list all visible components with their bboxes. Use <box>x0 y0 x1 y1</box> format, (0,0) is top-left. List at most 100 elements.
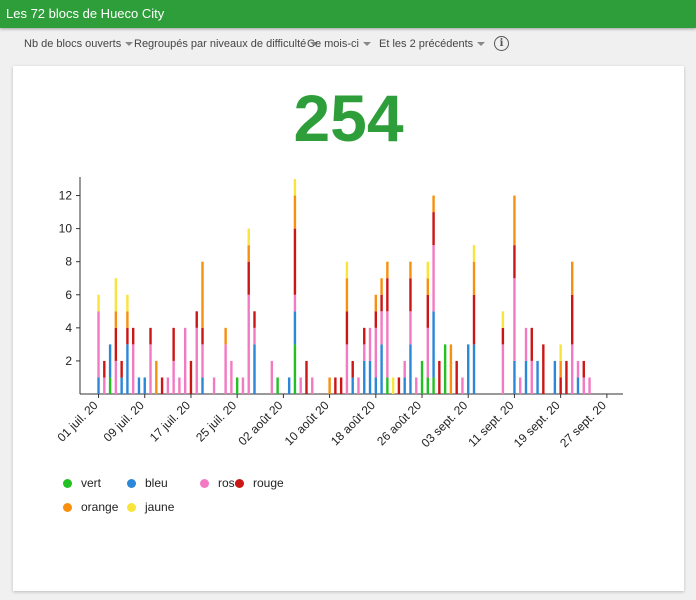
bar-segment-bleu <box>143 377 146 394</box>
bar-segment-rose <box>201 344 204 378</box>
period-dropdown[interactable]: Ce mois-ci <box>307 38 371 50</box>
bar-segment-vert <box>235 377 239 394</box>
bar-segment-rose <box>415 377 418 394</box>
bar-segment-rouge <box>201 327 204 345</box>
bar-segment-rose <box>524 327 528 361</box>
filter-bar: Nb de blocs ouverts Regroupés par niveau… <box>0 30 696 60</box>
metric-dropdown[interactable]: Nb de blocs ouverts <box>24 38 134 50</box>
bar-segment-jaune <box>501 311 505 328</box>
bar-segment-orange <box>126 311 129 328</box>
bar-segment-rose <box>253 327 256 345</box>
bar-segment-rouge <box>455 360 458 394</box>
bar-segment-orange <box>114 311 118 328</box>
bar-segment-rouge <box>559 377 562 394</box>
bar-segment-rose <box>576 360 580 378</box>
bar-segment-rose <box>97 311 100 378</box>
x-tick-label: 02 août 20 <box>235 398 285 448</box>
bar-segment-vert <box>432 377 435 394</box>
bar-segment-rouge <box>571 294 574 345</box>
bar-segment-rouge <box>472 294 476 345</box>
bar-segment-bleu <box>513 360 516 394</box>
bar-segment-bleu <box>403 377 406 394</box>
chevron-down-icon <box>310 42 319 47</box>
bar-segment-rose <box>241 377 245 394</box>
bar-segment-rouge <box>345 311 349 345</box>
bar-segment-rose <box>357 377 360 394</box>
bar-segment-bleu <box>108 344 112 378</box>
chevron-down-icon <box>477 42 486 47</box>
x-tick-label: 26 août 20 <box>374 398 424 448</box>
bar-segment-rose <box>103 377 106 394</box>
y-tick-label: 8 <box>65 255 72 269</box>
bar-segment-orange <box>293 195 297 229</box>
bar-segment-rose <box>374 327 378 378</box>
grouping-dropdown[interactable]: Regroupés par niveaux de difficulté <box>134 38 319 50</box>
bar-segment-jaune <box>559 344 562 361</box>
x-tick-label: 17 juil. 20 <box>147 398 193 444</box>
x-tick-label: 10 août 20 <box>282 398 332 448</box>
bar-segment-orange <box>386 261 389 279</box>
bar-segment-jaune <box>345 261 349 279</box>
bar-segment-jaune <box>293 179 297 196</box>
bar-segment-rose <box>368 327 372 361</box>
bar-segment-orange <box>559 360 562 378</box>
bar-segment-bleu <box>432 311 435 378</box>
bar-segment-bleu <box>293 311 297 345</box>
total-count: 254 <box>293 81 404 155</box>
bar-segment-rose <box>432 245 435 312</box>
bar-segment-rose <box>426 327 429 378</box>
info-icon[interactable]: i <box>494 36 509 51</box>
bar-segment-rouge <box>542 344 545 394</box>
bar-segment-bleu <box>472 344 476 394</box>
bar-segment-rose <box>195 327 198 394</box>
bar-segment-orange <box>155 360 158 394</box>
legend-swatch <box>127 479 136 488</box>
bar-segment-rose <box>247 294 250 394</box>
legend-swatch <box>235 479 244 488</box>
bar-segment-rose <box>380 311 383 345</box>
bar-segment-rose <box>230 360 233 394</box>
legend-label: orange <box>81 500 119 514</box>
x-tick-label: 25 juil. 20 <box>193 398 239 444</box>
grouping-dropdown-label: Regroupés par niveaux de difficulté <box>134 38 307 50</box>
bar-segment-rose <box>461 377 464 394</box>
bar-segment-rose <box>345 344 349 394</box>
bar-segment-rouge <box>432 212 435 246</box>
bar-segment-rose <box>588 377 591 394</box>
bar-segment-rouge <box>501 327 505 345</box>
y-tick-label: 12 <box>59 189 73 203</box>
metric-dropdown-label: Nb de blocs ouverts <box>24 38 122 50</box>
bar-segment-rose <box>183 327 187 394</box>
bar-segment-orange <box>513 195 516 246</box>
legend-swatch <box>63 479 72 488</box>
x-tick-label: 01 juil. 20 <box>54 398 100 444</box>
app-header: Les 72 blocs de Hueco City <box>0 0 696 28</box>
bar-segment-rouge <box>386 278 389 312</box>
bar-segment-rouge <box>149 327 152 345</box>
bar-segment-rose <box>293 294 297 312</box>
bar-segment-rouge <box>160 377 164 394</box>
x-tick-label: 27 sept. 20 <box>557 398 609 450</box>
bar-segment-jaune <box>247 228 250 246</box>
bar-segment-bleu <box>363 360 366 394</box>
bar-segment-rose <box>131 344 135 394</box>
bar-segment-rouge <box>426 294 429 328</box>
bar-segment-vert <box>420 360 424 394</box>
bar-segment-bleu <box>126 344 129 394</box>
bar-segment-orange <box>449 344 453 394</box>
period-dropdown-label: Ce mois-ci <box>307 38 359 50</box>
bar-segment-rouge <box>374 311 378 328</box>
bar-segment-rouge <box>530 327 533 361</box>
bar-segment-orange <box>571 261 574 295</box>
bar-segment-orange <box>409 261 412 279</box>
bar-segment-rouge <box>513 245 516 279</box>
bar-segment-bleu <box>351 377 354 394</box>
bar-segment-bleu <box>409 344 412 394</box>
bar-segment-rouge <box>172 327 175 361</box>
bar-segment-rouge <box>247 261 250 295</box>
bar-segment-rouge <box>409 278 412 312</box>
x-tick-label: 09 juil. 20 <box>101 398 147 444</box>
bar-segment-rouge <box>339 377 343 394</box>
comparison-dropdown[interactable]: Et les 2 précédents <box>379 38 486 50</box>
bar-segment-rose <box>224 344 227 394</box>
